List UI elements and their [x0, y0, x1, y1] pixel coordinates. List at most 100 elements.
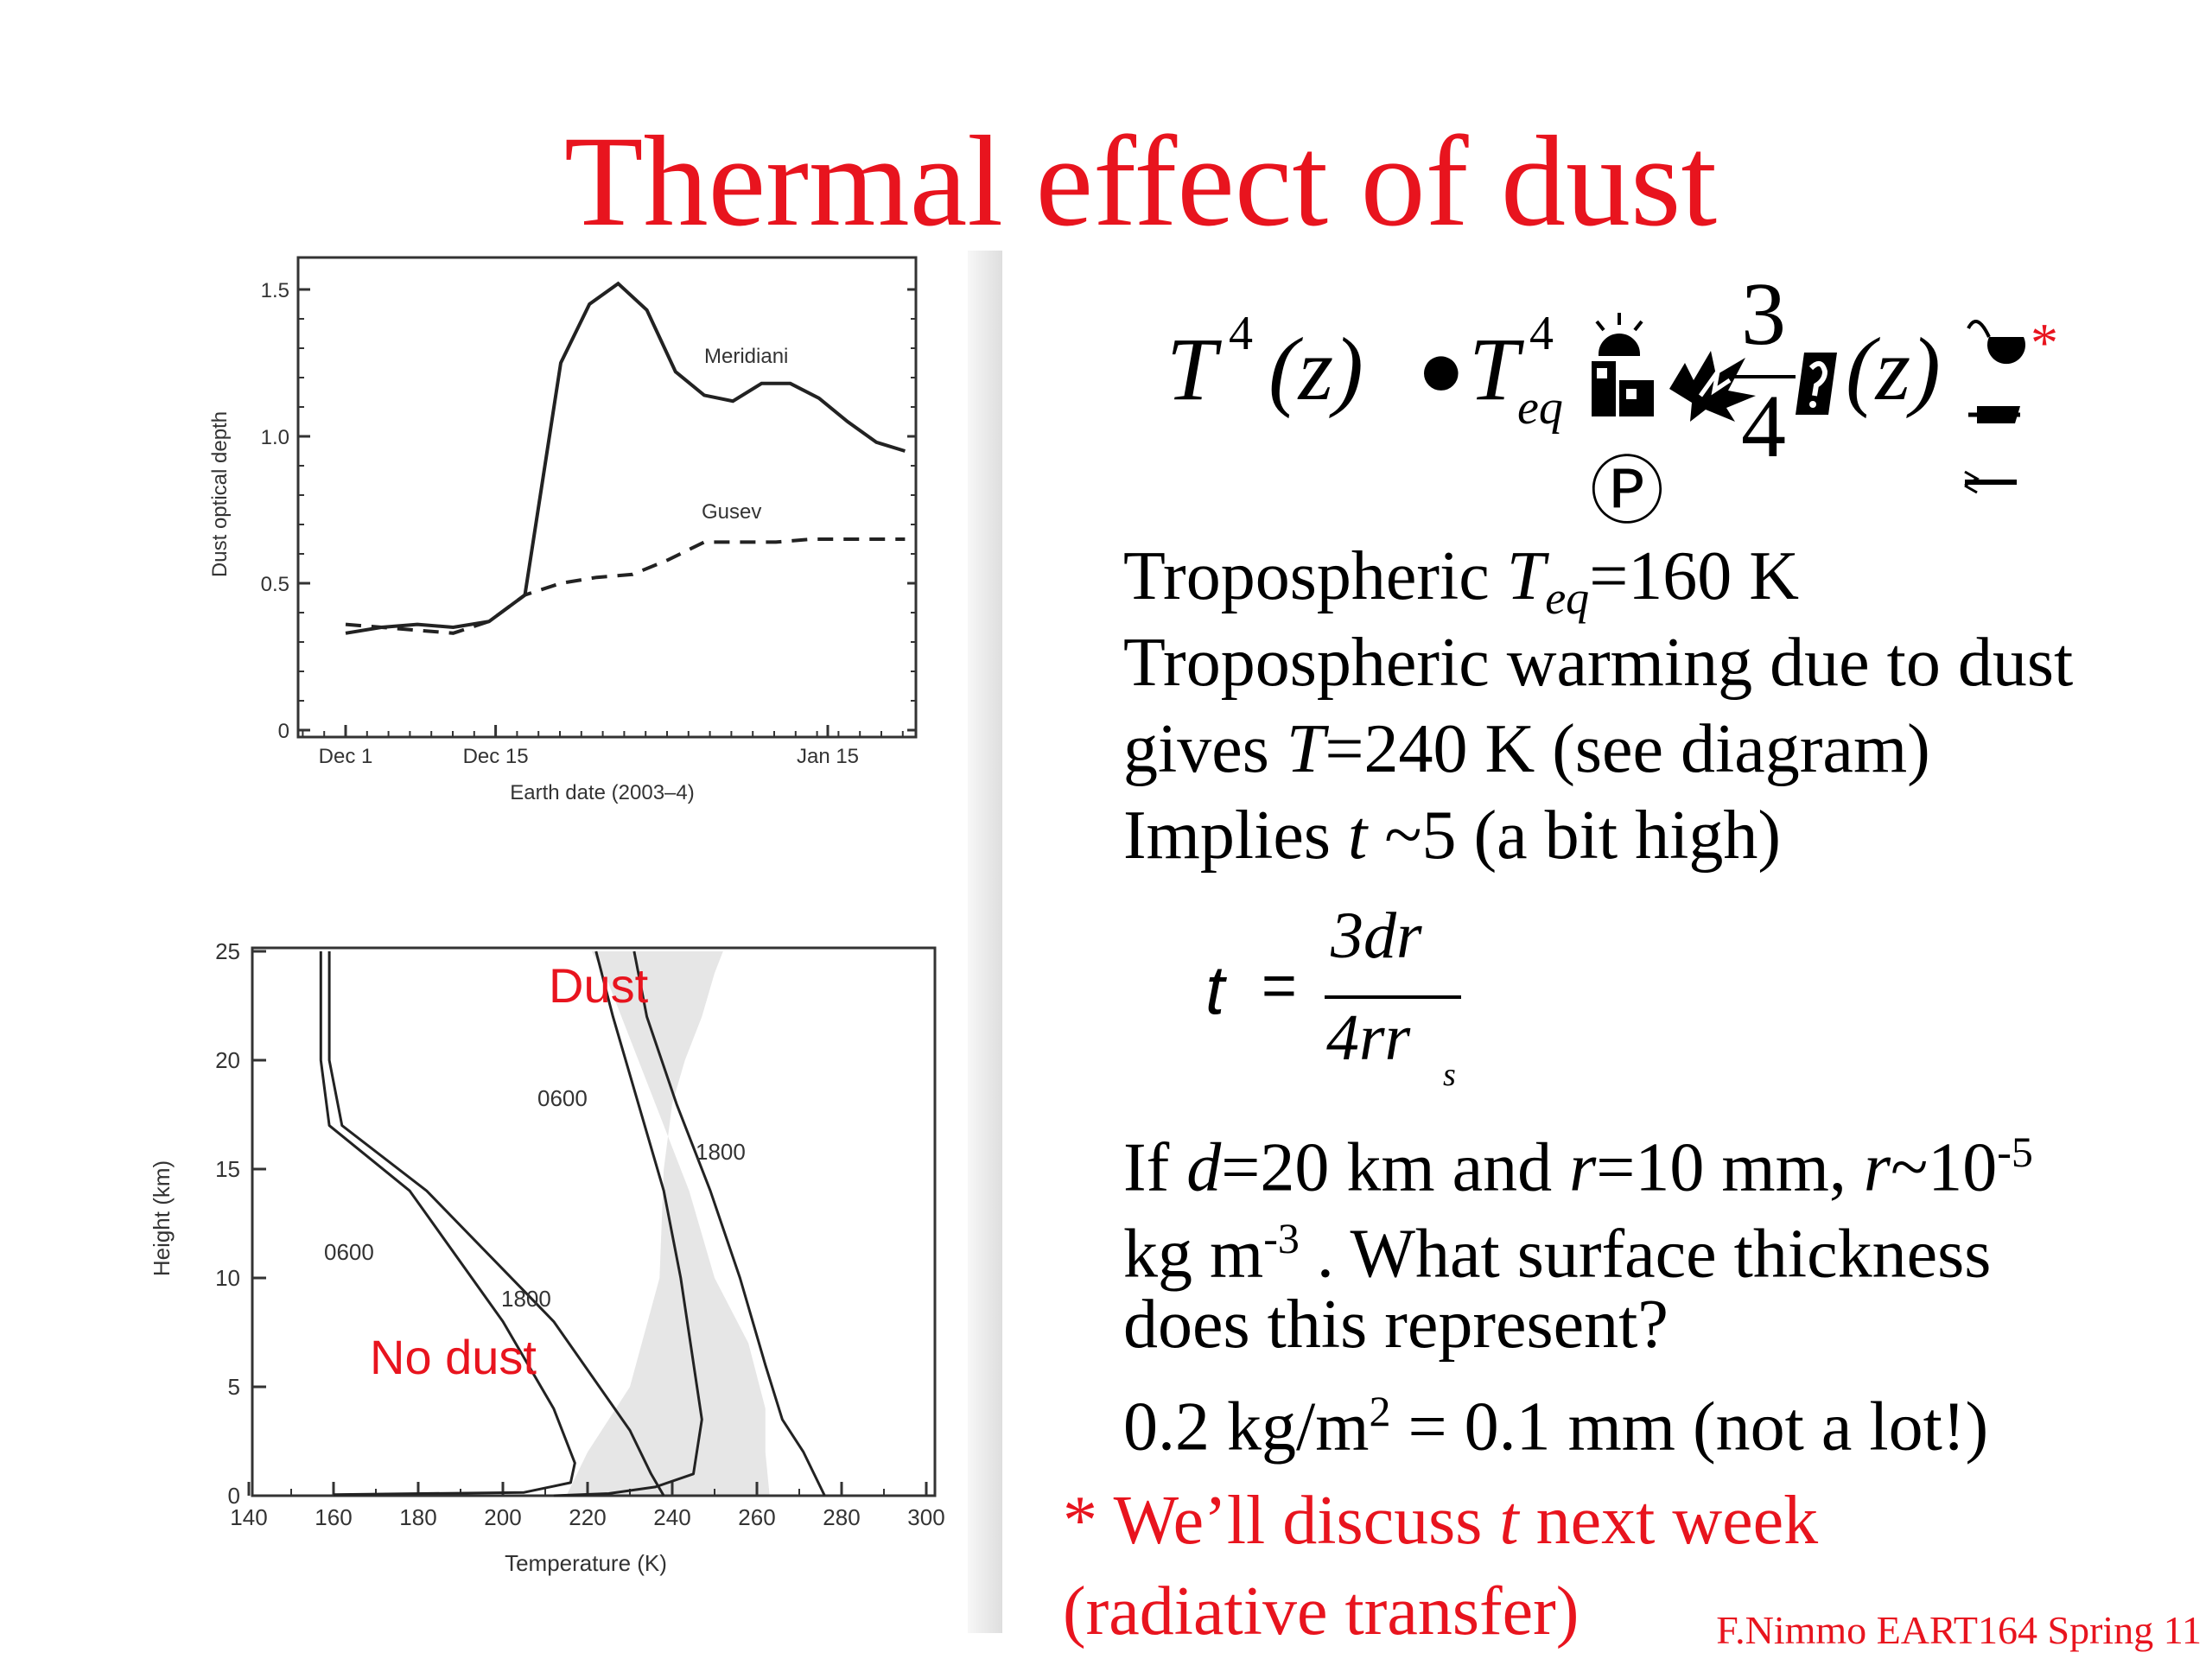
x-tick-label: 140 [230, 1504, 267, 1530]
broken-glyph-splash-icon [1669, 351, 1756, 422]
x-tick-label: 180 [399, 1504, 436, 1530]
broken-glyph-box-icon [1796, 353, 1837, 415]
y-tick-label: 15 [215, 1156, 240, 1182]
tau-denominator: 4rr [1326, 1001, 1411, 1074]
x-tick-label: 240 [653, 1504, 690, 1530]
x-tick-label: 160 [315, 1504, 352, 1530]
var-tau: t [1499, 1483, 1519, 1559]
text-fragment: ~10 [1891, 1129, 1998, 1206]
tau-fraction-bar [1325, 995, 1461, 999]
tau-numerator: 3dr [1331, 899, 1422, 972]
eq-frac-numerator: 3 [1741, 264, 1786, 364]
eq-frac-denominator: 4 [1741, 377, 1786, 476]
eq-fraction-bar [1726, 375, 1796, 378]
eq-lhs-exponent: 4 [1229, 307, 1253, 360]
x-tick-label: 220 [569, 1504, 606, 1530]
chart2-shaded-band [566, 951, 770, 1496]
profile-curve-1800 [632, 950, 826, 1497]
text-answer: 0.2 kg/m2 = 0.1 mm (not a lot!) [1123, 1368, 1988, 1471]
y-tick-label: 20 [215, 1047, 240, 1073]
curve-label-0600: 0600 [324, 1239, 374, 1265]
annotation-dust: Dust [549, 958, 649, 1013]
text-fragment: =240 K (see diagram) [1325, 711, 1930, 787]
text-if-d20: If d=20 km and r=10 mm, r~10-5 [1123, 1109, 2033, 1211]
temperature-profile-chart: 0 5 10 15 20 25 140 160 180 200 220 240 260 280 300 06… [149, 938, 945, 1576]
text-does-this-represent: does this represent? [1123, 1287, 1669, 1363]
eq-lhs-T: T [1166, 320, 1217, 419]
y-tick-label: 10 [215, 1265, 240, 1291]
chart1-x-axis-label: Earth date (2003–4) [510, 781, 694, 804]
text-tropospheric-warming: Tropospheric warming due to dust [1123, 625, 2074, 701]
text-fragment: We’ll discuss [1113, 1483, 1500, 1559]
eq-tau-arg: (z) [1846, 320, 1941, 419]
series-label-meridiani: Meridiani [704, 345, 788, 368]
exponent: -3 [1263, 1214, 1300, 1262]
series-line-gusev [345, 537, 906, 635]
chart2-series: 0600 1800 0600 1800 Dust No dust [319, 950, 826, 1497]
chart1-y-axis-label: Dust optical depth [208, 411, 232, 577]
eq-operator-glyph: ● [1417, 325, 1465, 413]
series-label-gusev: Gusev [702, 500, 761, 524]
x-tick-label: 200 [484, 1504, 521, 1530]
chart2-y-axis-label: Height (km) [149, 1160, 175, 1276]
y-tick-label: 1.0 [261, 426, 289, 449]
slide-title: Thermal effect of dust [563, 110, 1718, 253]
text-fragment: ~5 (a bit high) [1367, 798, 1781, 874]
text-fragment: =160 K [1589, 538, 1800, 614]
tau-equals: = [1262, 951, 1297, 1019]
eq-p-symbol: Ⓟ [1590, 450, 1664, 533]
y-tick-label: 0 [228, 1483, 240, 1509]
curve-label-0600: 0600 [537, 1085, 588, 1111]
text-fragment: If [1123, 1129, 1187, 1206]
eq-teq-subscript: eq [1517, 381, 1563, 435]
note-discuss-tau: * We’ll discuss t next week [1063, 1478, 1818, 1564]
exponent: 2 [1369, 1387, 1391, 1435]
exponent: -5 [1997, 1128, 2033, 1176]
page-shadow [968, 251, 1002, 1633]
note-radiative-transfer: (radiative transfer) [1063, 1573, 1580, 1649]
text-fragment: 0.2 kg/m [1123, 1389, 1370, 1465]
y-tick-label: 25 [215, 938, 240, 964]
subscript-eq: eq [1545, 572, 1590, 624]
broken-glyph-bracket-icon [1964, 320, 2025, 494]
credit-footer: F.Nimmo EART164 Spring 11 [1716, 1608, 2202, 1652]
x-tick-label: 300 [907, 1504, 944, 1530]
y-tick-label: 1.5 [261, 279, 289, 302]
x-tick-label: 280 [823, 1504, 860, 1530]
x-tick-label: Dec 15 [463, 745, 529, 768]
var-T: T [1286, 711, 1325, 787]
text-fragment: next week [1518, 1483, 1819, 1559]
equation-temperature-profile: T 4 (z) ● T 4 eq Ⓟ 3 4 (z) * [1166, 264, 2100, 533]
text-fragment: =10 mm, [1596, 1129, 1864, 1206]
eq-teq-T: T [1469, 320, 1519, 419]
text-kg-m3: kg m-3 . What surface thickness [1123, 1195, 1991, 1298]
text-implies-tau: Implies t ~5 (a bit high) [1123, 792, 1781, 879]
x-tick-label: Dec 1 [319, 745, 373, 768]
chart2-x-axis-label: Temperature (K) [505, 1550, 667, 1576]
broken-glyph-cluster-icon [1592, 313, 1654, 416]
var-tau: t [1347, 798, 1368, 874]
text-fragment: =20 km and [1221, 1129, 1570, 1206]
curve-label-1800: 1800 [696, 1139, 746, 1165]
y-tick-label: 0.5 [261, 573, 289, 596]
x-tick-label: Jan 15 [797, 745, 859, 768]
var-r: r [1569, 1129, 1597, 1206]
tau-denominator-subscript: s [1443, 1057, 1456, 1093]
series-line-meridiani [345, 281, 906, 635]
var-T: T [1506, 538, 1546, 614]
tau-formula: t = 3dr 4rr s [1197, 899, 1491, 1106]
chart1-frame [296, 256, 918, 739]
tau-lhs: t [1205, 951, 1225, 1028]
text-fragment: = 0.1 mm (not a lot!) [1390, 1389, 1989, 1465]
text-fragment: Tropospheric [1123, 538, 1507, 614]
chart2-ticks: 0 5 10 15 20 25 140 160 180 200 220 240 260 280 300 [215, 938, 945, 1530]
eq-lhs-arg: (z) [1268, 320, 1363, 419]
y-tick-label: 0 [278, 720, 289, 743]
curve-label-1800: 1800 [501, 1286, 551, 1312]
text-fragment: gives [1123, 711, 1287, 787]
chart1-series: Meridiani Gusev [345, 281, 906, 635]
eq-asterisk: * [2031, 312, 2058, 373]
text-gives-t240: gives T=240 K (see diagram) [1123, 706, 1930, 792]
text-tropospheric-teq: Tropospheric Teq=160 K [1123, 533, 1799, 641]
